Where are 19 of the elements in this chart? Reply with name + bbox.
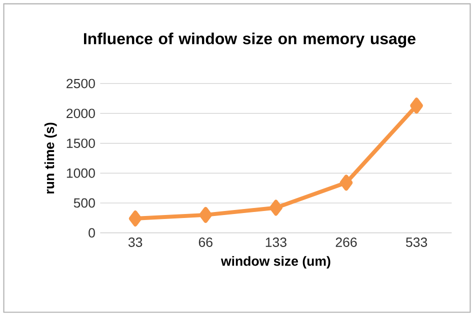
point: [269, 200, 282, 216]
y-tick-label: 1000: [66, 168, 95, 178]
y-tick-label: 0: [88, 228, 95, 238]
y-axis-title: run time (s): [44, 122, 57, 194]
x-tick-label: 33: [128, 238, 142, 247]
chart-title: Influence of window size on memory usage: [84, 32, 416, 48]
x-axis-title: window size (um): [220, 256, 330, 268]
x-tick-label: 533: [406, 238, 428, 247]
point: [340, 174, 353, 191]
x-tick-label: 66: [198, 238, 212, 247]
point: [410, 98, 424, 114]
y-tick-label: 500: [74, 198, 95, 208]
x-tick-label: 266: [336, 238, 357, 247]
y-tick-label: 2500: [66, 78, 95, 88]
point: [199, 206, 212, 223]
y-tick-label: 1500: [66, 138, 95, 148]
y-tick-label: 2000: [66, 108, 95, 118]
point: [128, 210, 142, 226]
x-tick-label: 133: [266, 238, 286, 247]
